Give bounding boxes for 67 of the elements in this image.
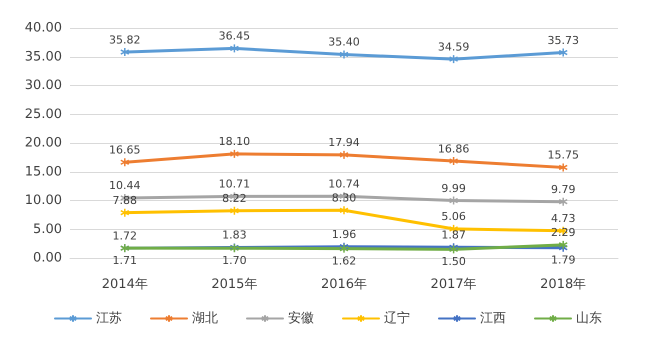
data-label: 1.96 (332, 228, 356, 241)
point (120, 208, 130, 218)
point (339, 150, 349, 160)
data-label: 1.83 (222, 228, 247, 242)
point (339, 50, 349, 60)
y-tick-label: 30.00 (24, 78, 62, 93)
y-tick-label: 40.00 (24, 20, 62, 36)
point (448, 244, 458, 254)
y-tick-label: 0.00 (33, 250, 62, 266)
legend-label: 山东 (576, 311, 602, 326)
legend-label: 安徽 (288, 310, 314, 326)
x-tick-label: 2017年 (430, 277, 477, 292)
data-label: 9.99 (441, 182, 466, 195)
data-label: 35.40 (328, 36, 360, 49)
data-label: 1.72 (112, 229, 138, 242)
point (558, 48, 568, 58)
point (120, 47, 130, 57)
point (558, 240, 568, 250)
legend-label: 辽宁 (384, 310, 410, 326)
data-label: 36.45 (218, 30, 250, 43)
point (339, 206, 349, 216)
point (448, 196, 458, 206)
point (448, 156, 458, 166)
y-tick-label: 15.00 (24, 164, 62, 180)
data-label: 8.22 (222, 192, 247, 205)
legend-label: 湖北 (192, 311, 218, 326)
data-label: 1.50 (441, 255, 466, 268)
y-tick-label: 35.00 (24, 49, 62, 64)
y-tick-label: 20.00 (24, 136, 62, 150)
data-label: 16.65 (109, 144, 141, 157)
data-label: 5.06 (441, 210, 466, 224)
data-label: 1.62 (332, 254, 356, 268)
y-tick-label: 25.00 (24, 106, 62, 122)
data-label: 17.94 (328, 136, 360, 150)
data-label: 8.30 (332, 192, 356, 205)
point (558, 196, 568, 206)
point (558, 162, 568, 172)
x-tick-label: 2014年 (102, 277, 148, 292)
data-label: 34.59 (438, 40, 470, 54)
data-label: 35.82 (109, 33, 141, 46)
x-tick-label: 2016年 (320, 277, 368, 292)
x-tick-label: 2018年 (540, 277, 586, 292)
data-label: 4.73 (550, 212, 576, 226)
data-label: 16.86 (438, 142, 470, 156)
data-label: 1.87 (441, 228, 466, 242)
y-tick-label: 10.00 (24, 193, 62, 208)
point (230, 149, 240, 159)
data-label: 1.79 (550, 253, 576, 266)
data-label: 1.71 (112, 254, 138, 267)
data-label: 18.10 (218, 135, 250, 148)
point (120, 158, 130, 168)
point (448, 242, 458, 252)
data-label: 10.71 (218, 178, 250, 191)
data-label: 9.79 (550, 182, 576, 196)
point (230, 44, 240, 54)
x-tick-label: 2015年 (211, 277, 258, 292)
point (230, 206, 240, 216)
data-label: 10.44 (109, 179, 141, 192)
data-label: 35.73 (547, 34, 579, 47)
point (448, 54, 458, 64)
legend-label: 江西 (480, 311, 506, 326)
data-label: 15.75 (547, 148, 579, 162)
data-label: 10.74 (328, 177, 360, 190)
data-label: 1.70 (222, 254, 247, 267)
data-label: 7.88 (112, 194, 138, 207)
y-tick-label: 5.00 (33, 222, 62, 237)
legend-label: 江苏 (96, 311, 122, 326)
